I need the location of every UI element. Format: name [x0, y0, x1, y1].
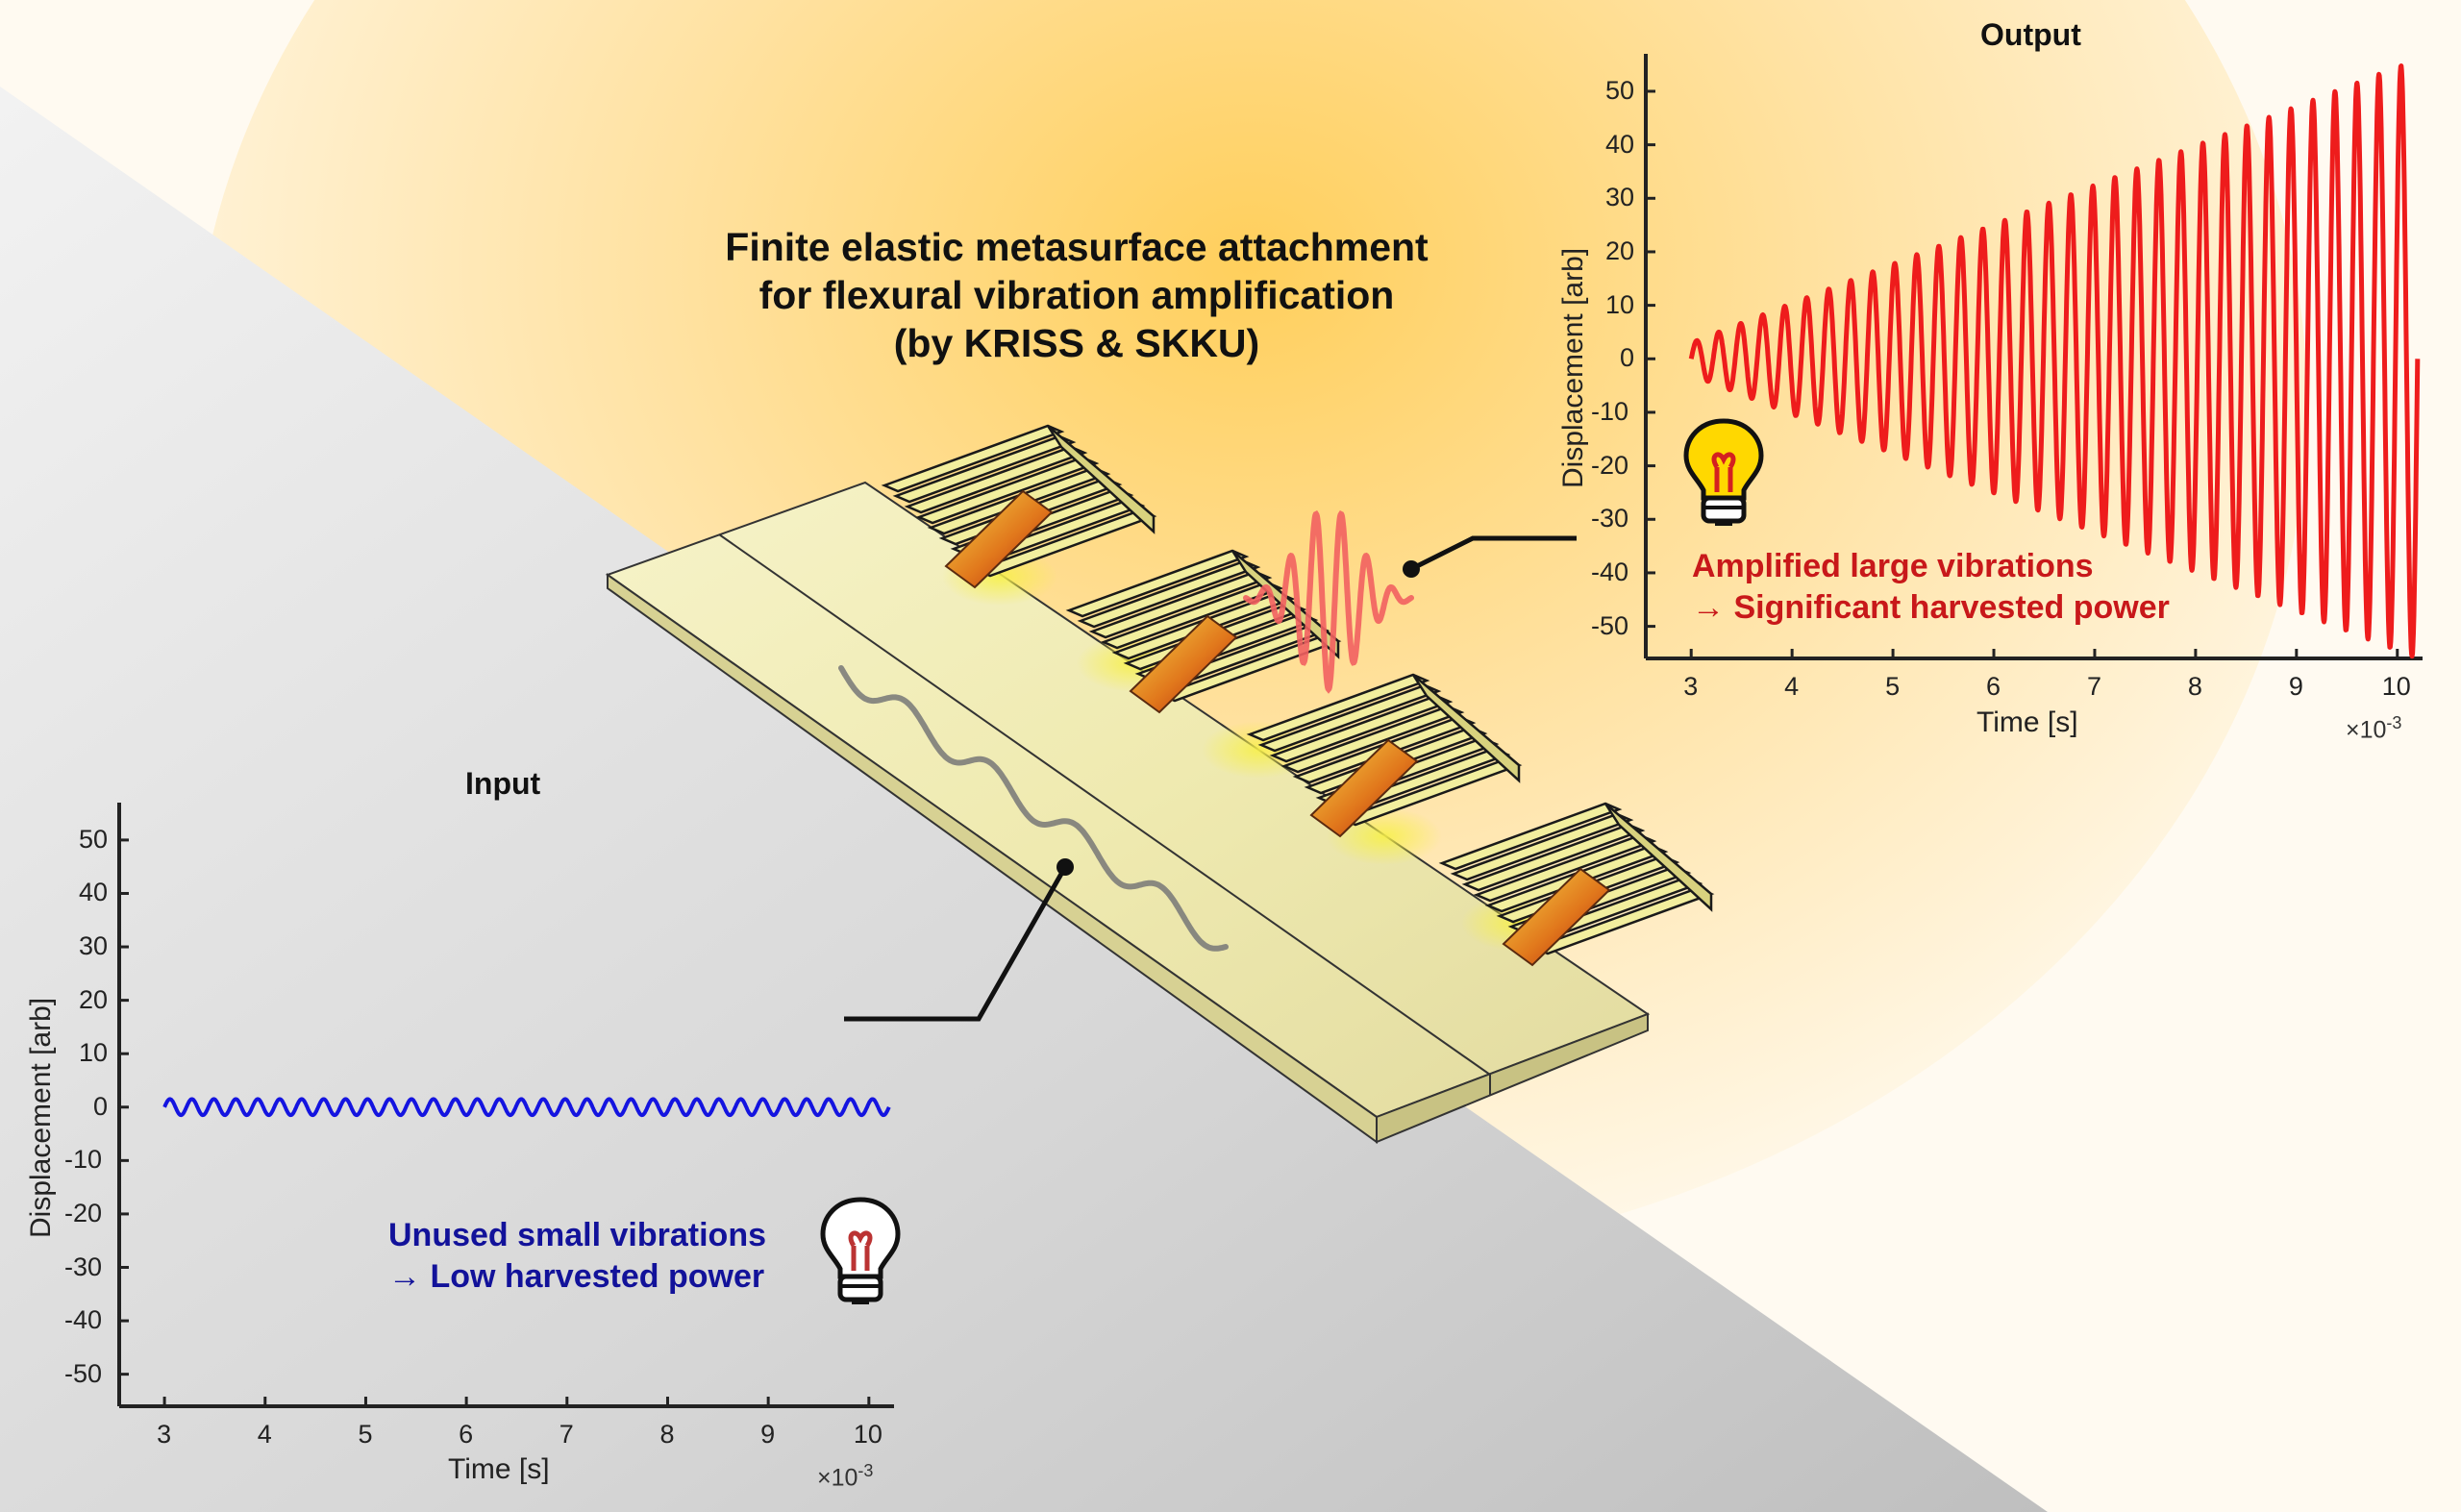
- x-tick-label: 8: [2187, 672, 2202, 701]
- leader-line-input: [844, 865, 1068, 1022]
- x-tick-label: 9: [2288, 672, 2303, 701]
- y-tick-label: 30: [79, 931, 109, 961]
- title-line: for flexural vibration amplification: [758, 273, 1395, 317]
- input-chart-title: Input: [465, 766, 541, 801]
- output-x-axis-label: Time [s]: [1976, 706, 2078, 738]
- input-x-exponent: ×10-3: [817, 1461, 874, 1492]
- y-tick-label: 10: [1605, 289, 1635, 319]
- fin-plate: [1257, 683, 1442, 753]
- x-tick-label: 5: [1885, 672, 1901, 701]
- y-tick-label: 40: [1605, 129, 1635, 159]
- plate-seam: [718, 533, 1491, 1076]
- y-tick-label: -20: [1591, 450, 1629, 480]
- y-tick-label: -50: [64, 1358, 103, 1388]
- resonator-beam: [1129, 614, 1238, 714]
- y-tick-label: -40: [1591, 557, 1629, 586]
- annotation-line: Amplified large vibrations: [1692, 548, 2094, 584]
- fin-plate: [915, 456, 1100, 525]
- annotation-line: Unused small vibrations: [388, 1217, 766, 1253]
- fin-plate: [1438, 802, 1623, 871]
- output-x-exponent: ×10-3: [2346, 713, 2402, 744]
- resonator-beam: [1502, 867, 1611, 967]
- resonator-beam: [1309, 738, 1419, 838]
- y-tick-label: -10: [1591, 396, 1629, 426]
- fin-plate: [892, 434, 1077, 504]
- x-tick-label: 10: [2381, 672, 2411, 701]
- amplified-wave-icon: [1243, 510, 1414, 694]
- fin-end-cap: [1046, 425, 1156, 534]
- x-tick-label: 7: [559, 1420, 574, 1449]
- lightbulb-unlit-icon: [820, 1197, 901, 1304]
- y-tick-label: 0: [1620, 343, 1635, 373]
- y-tick-label: -40: [64, 1305, 103, 1335]
- x-tick-label: 3: [1683, 672, 1699, 701]
- input-annotation: Unused small vibrations → Low harvested …: [388, 1215, 766, 1298]
- fin-plate: [1100, 581, 1284, 650]
- y-tick-label: -30: [1591, 504, 1629, 533]
- lightbulb-lit-icon: [1683, 418, 1764, 526]
- resonator-beam: [944, 489, 1054, 589]
- resonator-fin-stacks: [881, 424, 1715, 967]
- fin-end-cap: [1411, 674, 1521, 783]
- x-tick-label: 9: [760, 1420, 776, 1449]
- plate-input-wave-icon: [838, 665, 1229, 952]
- y-tick-label: 50: [1605, 75, 1635, 105]
- fin-plate: [1246, 673, 1430, 742]
- x-tick-label: 6: [1986, 672, 2001, 701]
- fin-plate: [904, 445, 1088, 514]
- y-tick-label: 40: [79, 878, 109, 907]
- fin-plate: [881, 424, 1065, 493]
- x-tick-label: 10: [853, 1420, 882, 1449]
- series-line: [162, 1097, 891, 1118]
- input-x-axis-label: Time [s]: [448, 1453, 550, 1485]
- y-tick-label: 20: [1605, 235, 1635, 265]
- title-line: (by KRISS & SKKU): [893, 321, 1260, 365]
- fin-plate: [1461, 823, 1646, 892]
- y-tick-label: 20: [79, 984, 109, 1014]
- x-tick-label: 7: [2086, 672, 2101, 701]
- x-tick-label: 3: [157, 1420, 172, 1449]
- title-line: Finite elastic metasurface attachment: [725, 225, 1429, 269]
- x-tick-label: 4: [1784, 672, 1800, 701]
- figure-title: Finite elastic metasurface attachment fo…: [596, 223, 1557, 367]
- fin-plate: [1269, 694, 1454, 763]
- fin-plate: [1077, 559, 1261, 629]
- output-annotation: Amplified large vibrations → Significant…: [1692, 546, 2170, 629]
- y-tick-label: -20: [64, 1198, 103, 1227]
- fin-plate: [1088, 570, 1273, 639]
- fin-plate: [1473, 833, 1657, 903]
- fin-plate: [1065, 549, 1250, 618]
- x-tick-label: 6: [459, 1420, 474, 1449]
- fin-plate: [1450, 812, 1634, 881]
- x-tick-label: 4: [257, 1420, 272, 1449]
- y-tick-label: -30: [64, 1252, 103, 1281]
- series-line: [1688, 63, 2421, 659]
- y-tick-label: 10: [79, 1038, 109, 1068]
- fin-end-cap: [1603, 803, 1713, 912]
- x-tick-label: 5: [358, 1420, 373, 1449]
- fin-plate: [1280, 705, 1465, 774]
- plate-right-edge: [1376, 1012, 1649, 1144]
- y-tick-label: -10: [64, 1145, 103, 1175]
- annotation-line: → Low harvested power: [388, 1258, 765, 1295]
- y-tick-label: 30: [1605, 183, 1635, 212]
- x-tick-label: 8: [659, 1420, 675, 1449]
- y-tick-label: 0: [93, 1091, 109, 1121]
- annotation-line: → Significant harvested power: [1692, 589, 2170, 626]
- output-chart-title: Output: [1980, 17, 2081, 52]
- y-tick-label: 50: [79, 824, 109, 854]
- leader-line-output: [1409, 535, 1577, 572]
- y-tick-label: -50: [1591, 610, 1629, 640]
